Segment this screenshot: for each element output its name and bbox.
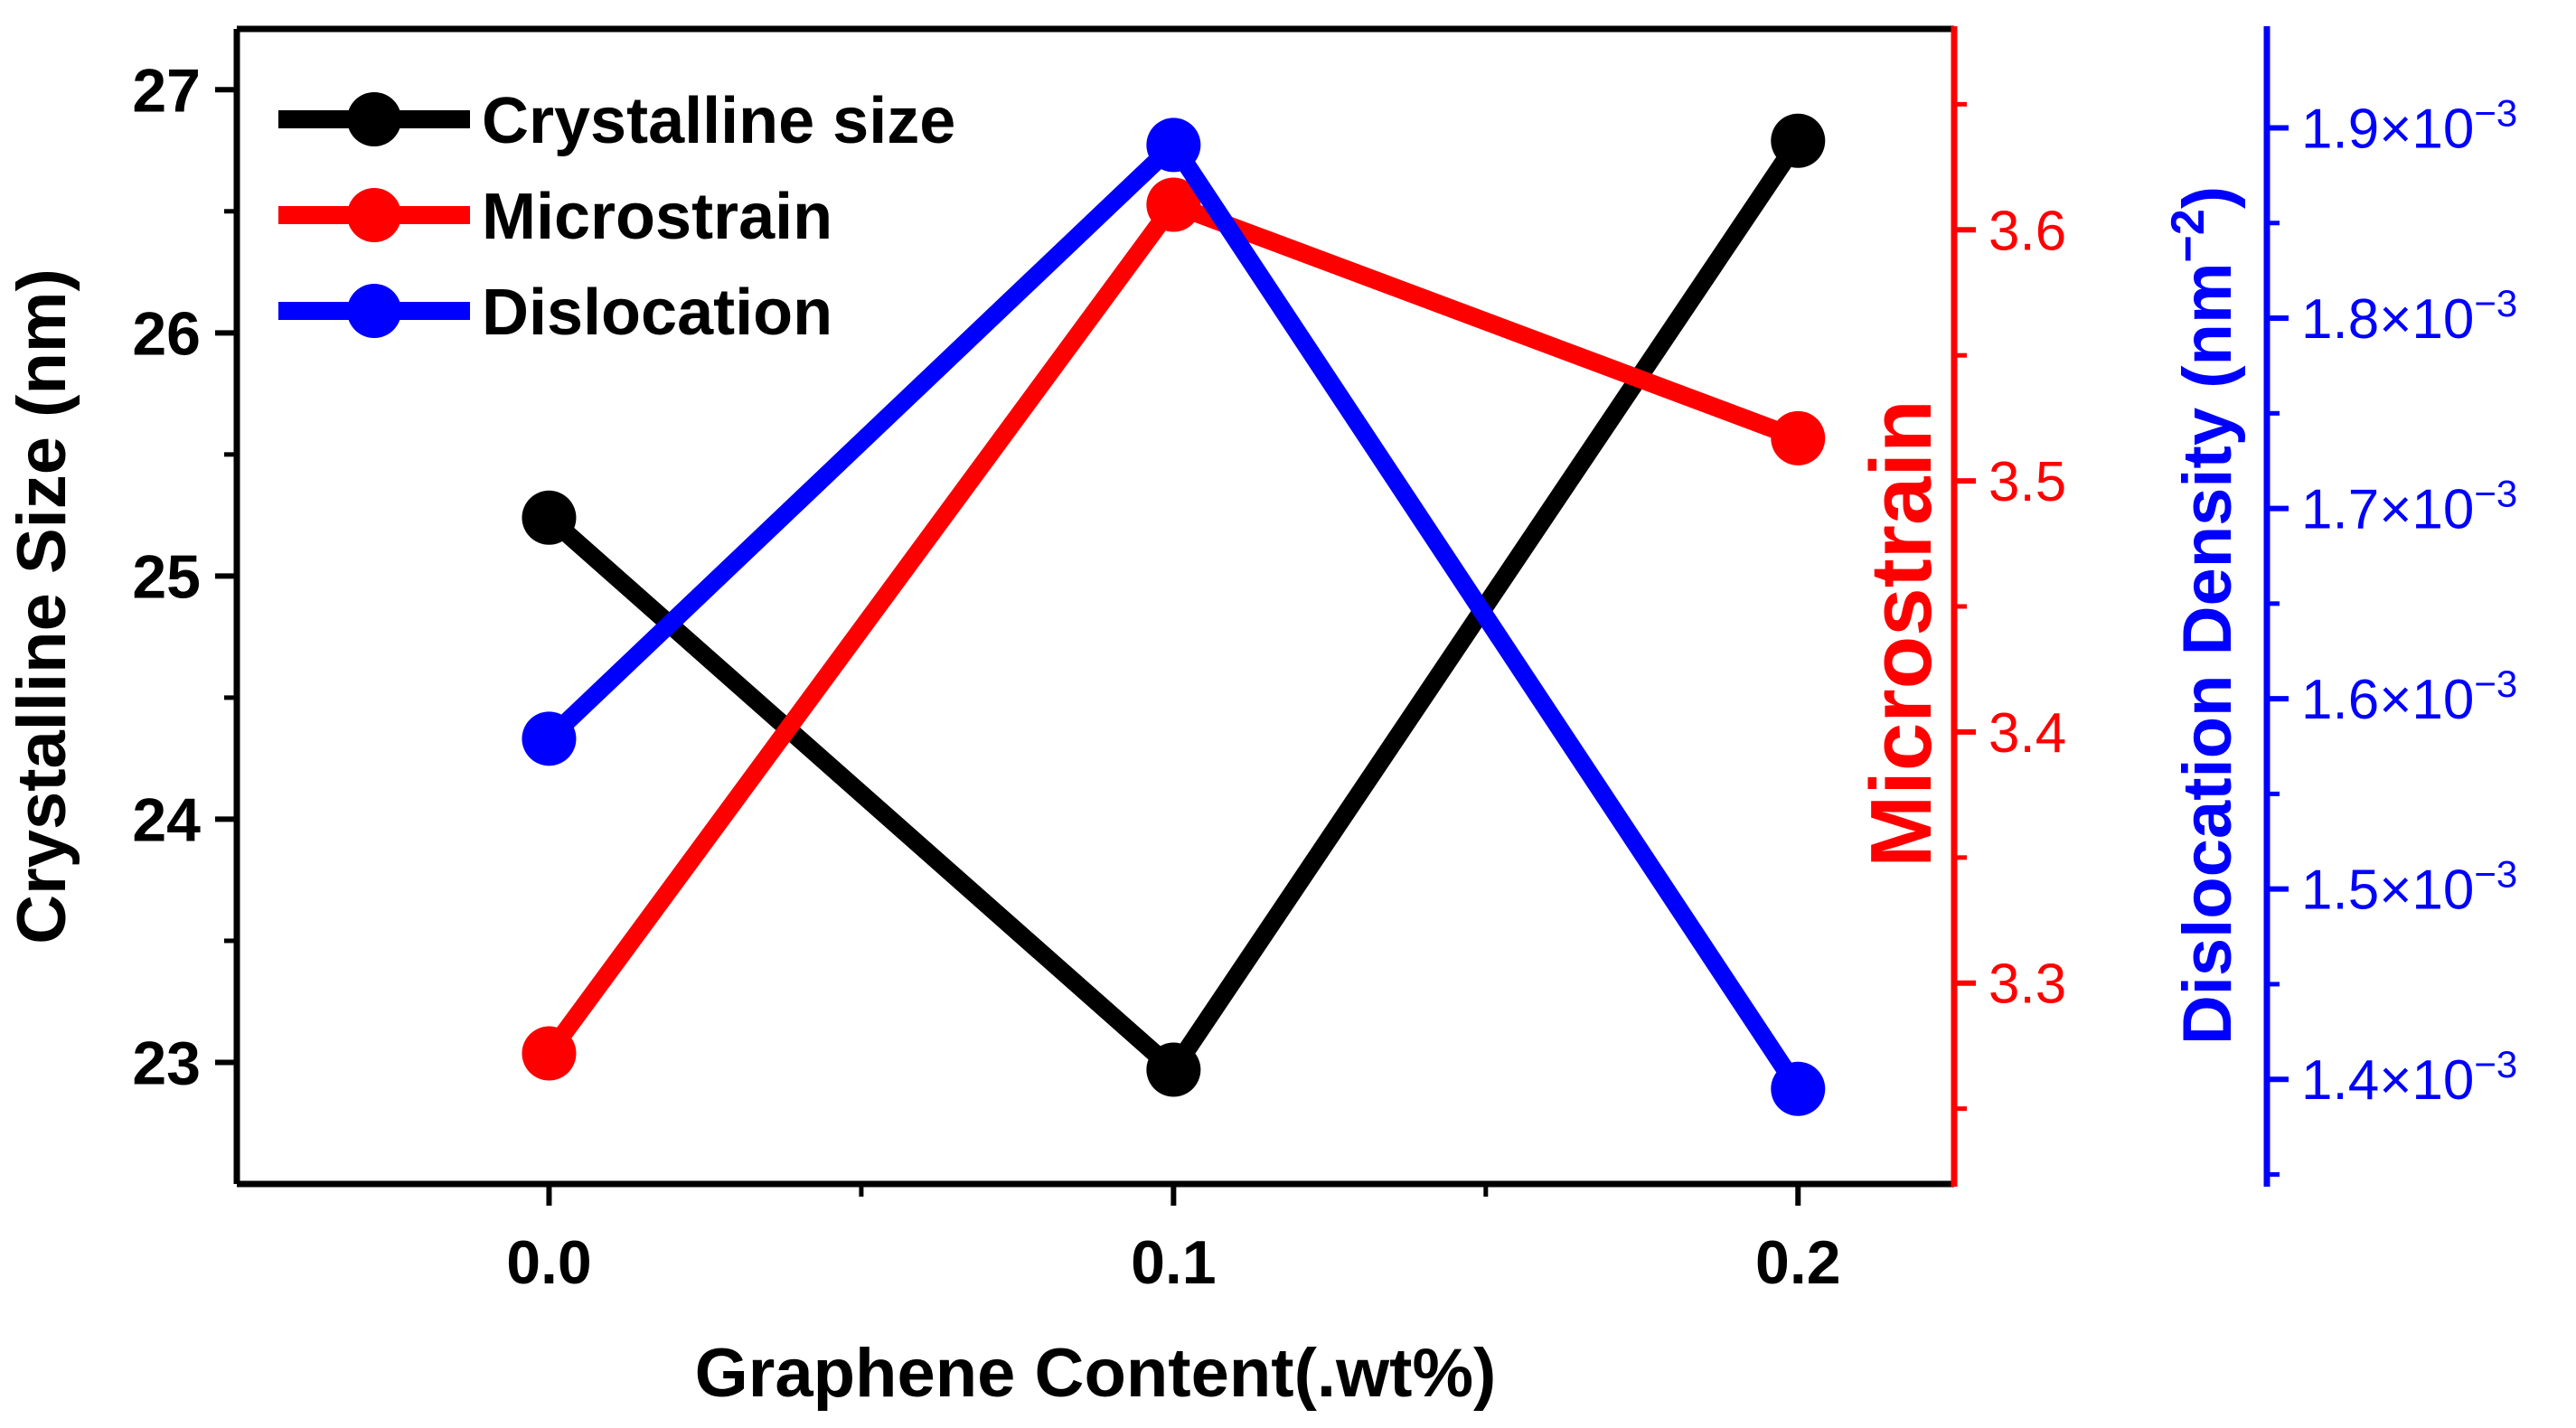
left-axis-title: Crystalline Size (nm) (4, 268, 80, 944)
microstrain-data-point (522, 1026, 577, 1081)
legend-label-microstrain: Microstrain (482, 181, 832, 253)
x-axis-title: Graphene Content(.wt%) (695, 1335, 1497, 1412)
microstrain-data-point (1146, 177, 1201, 232)
left-tick-label: 26 (132, 299, 201, 368)
microstrain-tick-label: 3.3 (1988, 954, 2066, 1016)
x-tick-label: 0.0 (506, 1228, 592, 1297)
legend-label-dislocation: Dislocation (482, 277, 832, 349)
microstrain-data-point (1771, 410, 1826, 465)
microstrain-axis-title: Microstrain (1853, 399, 1950, 867)
x-tick-label: 0.1 (1131, 1228, 1217, 1297)
dislocation-tick-label: 1.6×10−3 (2301, 662, 2517, 731)
microstrain-tick-label: 3.4 (1988, 702, 2066, 765)
dislocation-tick-label: 1.9×10−3 (2301, 91, 2517, 160)
crystalline-size-data-point (522, 490, 577, 545)
legend-marker-dislocation (347, 284, 401, 338)
left-tick-label: 25 (132, 542, 201, 611)
x-tick-label: 0.2 (1755, 1228, 1841, 1297)
legend-marker-microstrain (347, 188, 401, 242)
left-tick-label: 24 (132, 785, 201, 854)
dislocation-axis-title: Dislocation Density (nm−2) (2162, 186, 2246, 1045)
dislocation-data-point (1771, 1061, 1826, 1116)
microstrain-tick-label: 3.6 (1988, 200, 2066, 262)
left-tick-label: 23 (132, 1029, 201, 1097)
legend-label-crystalline-size: Crystalline size (482, 85, 955, 157)
legend-marker-crystalline-size (347, 92, 401, 146)
crystalline-size-data-point (1146, 1042, 1201, 1097)
crystalline-size-data-point (1771, 113, 1826, 168)
dislocation-data-point (522, 711, 577, 766)
microstrain-tick-label: 3.5 (1988, 451, 2066, 513)
dislocation-data-point (1146, 117, 1201, 173)
dislocation-tick-label: 1.7×10−3 (2301, 473, 2517, 541)
dislocation-tick-label: 1.8×10−3 (2301, 282, 2517, 351)
dislocation-tick-label: 1.5×10−3 (2301, 853, 2517, 922)
left-tick-label: 27 (132, 56, 201, 125)
dislocation-tick-label: 1.4×10−3 (2301, 1043, 2517, 1112)
